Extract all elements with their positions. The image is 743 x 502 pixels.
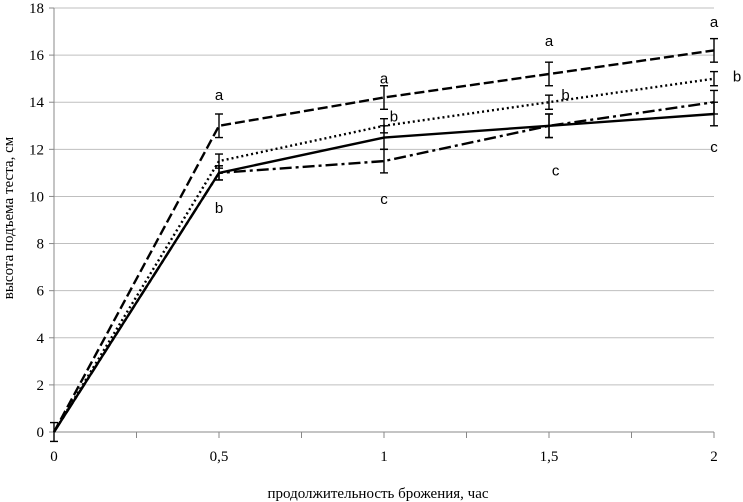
y-axis-title: высота подъема теста, см bbox=[1, 136, 17, 299]
y-tick-label: 18 bbox=[29, 1, 44, 17]
y-tick-label: 14 bbox=[29, 95, 45, 111]
x-tick-label: 1,5 bbox=[540, 449, 559, 465]
significance-letter: a bbox=[545, 33, 554, 50]
error-bars bbox=[50, 37, 718, 443]
y-tick-label: 16 bbox=[29, 48, 45, 64]
significance-letter: c bbox=[710, 139, 718, 156]
significance-letter: b bbox=[733, 68, 741, 85]
significance-letter: c bbox=[552, 163, 560, 180]
significance-letters: a b a b c a b c a b c bbox=[215, 14, 741, 217]
series-line-dash-dot bbox=[52, 101, 715, 433]
y-tick-label: 12 bbox=[29, 142, 44, 158]
significance-letter: a bbox=[380, 71, 389, 88]
x-tick-label: 2 bbox=[710, 449, 718, 465]
significance-letter: c bbox=[380, 191, 388, 208]
x-tick-label: 0,5 bbox=[210, 449, 229, 465]
significance-letter: a bbox=[215, 87, 224, 104]
axes: 0 2 4 6 8 10 12 14 16 18 0 0,5 1 1,5 2 bbox=[29, 1, 718, 465]
y-tick-label: 0 bbox=[37, 425, 45, 441]
y-tick-label: 2 bbox=[37, 378, 45, 394]
y-tick-label: 4 bbox=[37, 331, 45, 347]
significance-letter: a bbox=[710, 14, 719, 31]
x-axis-title: продолжительность брожения, час bbox=[267, 486, 488, 502]
significance-letter: b bbox=[561, 87, 569, 104]
significance-letter: b bbox=[390, 108, 398, 125]
significance-letter: b bbox=[215, 200, 223, 217]
y-tick-label: 6 bbox=[37, 284, 45, 300]
y-tick-label: 10 bbox=[29, 189, 44, 205]
y-tick-label: 8 bbox=[37, 237, 45, 253]
x-tick-label: 1 bbox=[380, 449, 388, 465]
series-line-dashed bbox=[52, 49, 715, 433]
x-tick-label: 0 bbox=[50, 449, 58, 465]
